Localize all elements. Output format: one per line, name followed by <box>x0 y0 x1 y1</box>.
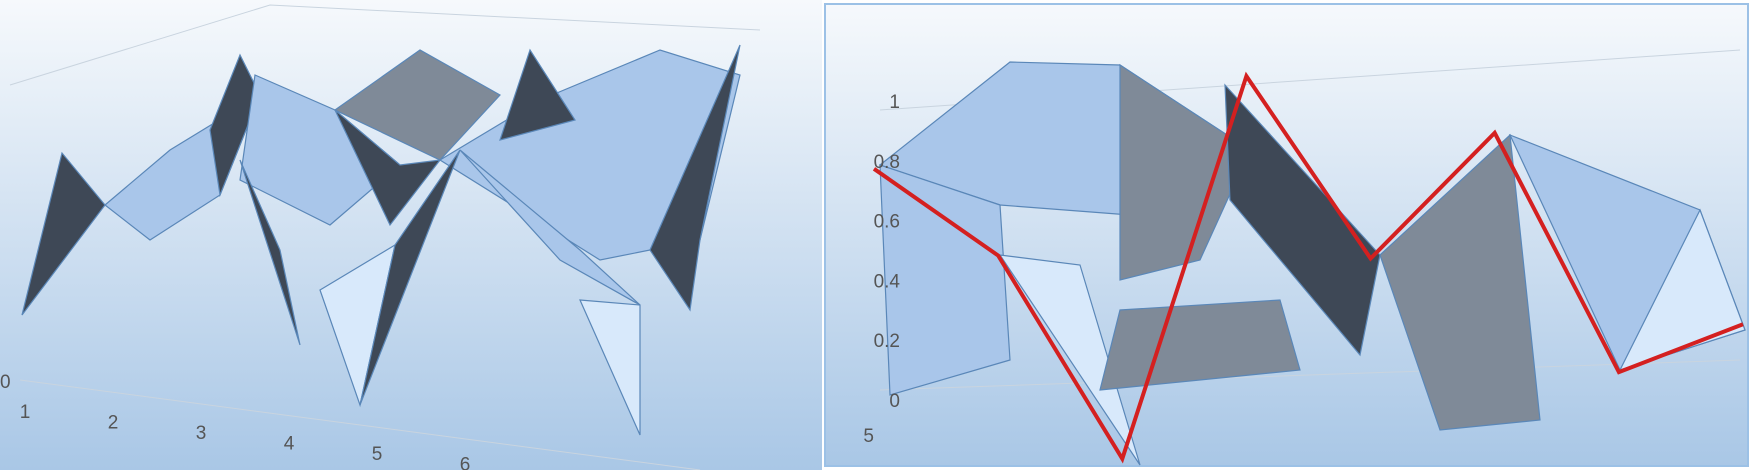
data-line <box>872 71 1744 464</box>
depth-tick-label: 0 <box>0 372 11 393</box>
y-tick-label: 0.2 <box>874 331 900 352</box>
y-tick-label: 0.4 <box>874 271 901 292</box>
y-tick-label: 0.8 <box>874 152 900 173</box>
x-tick-label: 4 <box>284 434 295 455</box>
x-tick-label: 5 <box>372 444 383 465</box>
right-surface <box>878 49 1746 466</box>
x-tick-label: 6 <box>460 455 471 470</box>
x-tick-label: 5 <box>863 426 874 447</box>
x-tick-label: 3 <box>196 423 207 444</box>
x-tick-label: 2 <box>108 413 119 434</box>
x-tick-label: 1 <box>20 402 31 423</box>
y-tick-label: 0.6 <box>874 212 900 233</box>
left-surface <box>9 4 761 470</box>
y-tick-label: 1 <box>889 92 900 113</box>
y-tick-label: 0 <box>889 391 900 412</box>
